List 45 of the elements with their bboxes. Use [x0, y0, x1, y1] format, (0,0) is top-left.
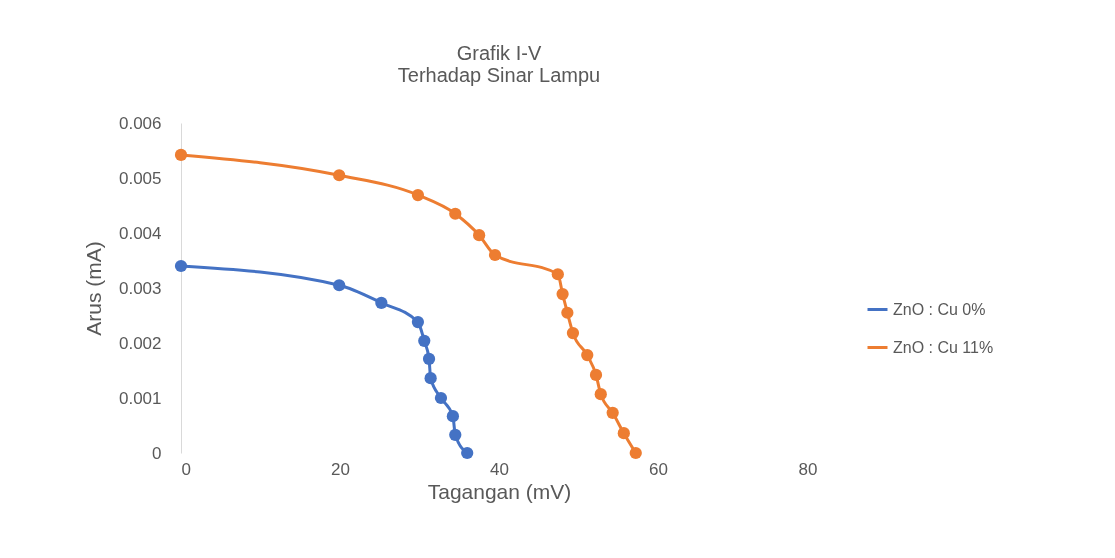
x-tick-label: 60: [649, 459, 668, 479]
point: [333, 279, 346, 292]
legend-label: ZnO : Cu 0%: [893, 300, 986, 318]
point: [561, 306, 574, 319]
point: [551, 268, 564, 281]
y-axis-title: Arus (mA): [81, 241, 105, 336]
point: [449, 207, 462, 220]
point: [411, 188, 425, 202]
point: [449, 428, 462, 441]
y-tick-label: 0.005: [118, 168, 162, 188]
point: [411, 315, 425, 329]
point: [594, 388, 607, 401]
point: [488, 248, 502, 262]
y-tick-label: 0.001: [118, 388, 162, 408]
point: [581, 348, 594, 362]
x-tick-label: 0: [181, 459, 191, 479]
point: [617, 427, 630, 440]
point: [174, 148, 188, 162]
y-tick-label: 0.003: [118, 278, 162, 298]
point: [434, 391, 448, 405]
y-tick-label: 0.004: [118, 223, 162, 243]
point: [446, 410, 460, 423]
legend-label: ZnO : Cu 11%: [893, 338, 994, 356]
chart-title: Grafik I-V: [456, 42, 542, 64]
point: [556, 287, 569, 301]
x-axis-title: Tagangan (mV): [427, 479, 572, 503]
point: [422, 352, 436, 366]
point: [333, 169, 346, 182]
x-tick-label: 80: [798, 459, 818, 479]
x-tick-label: 20: [331, 459, 350, 479]
point: [606, 406, 619, 419]
point: [375, 296, 388, 309]
point: [566, 326, 580, 340]
point: [418, 334, 431, 347]
point: [473, 229, 486, 242]
point: [424, 372, 437, 385]
chart-subtitle: Terhadap Sinar Lampu: [397, 64, 601, 86]
y-tick-label: 0.002: [118, 333, 162, 353]
point: [174, 259, 188, 273]
x-tick-label: 40: [490, 459, 509, 479]
y-tick-label: 0: [152, 443, 162, 463]
point: [589, 368, 603, 382]
point: [629, 446, 642, 460]
point: [461, 446, 474, 460]
y-tick-label: 0.006: [118, 113, 162, 133]
